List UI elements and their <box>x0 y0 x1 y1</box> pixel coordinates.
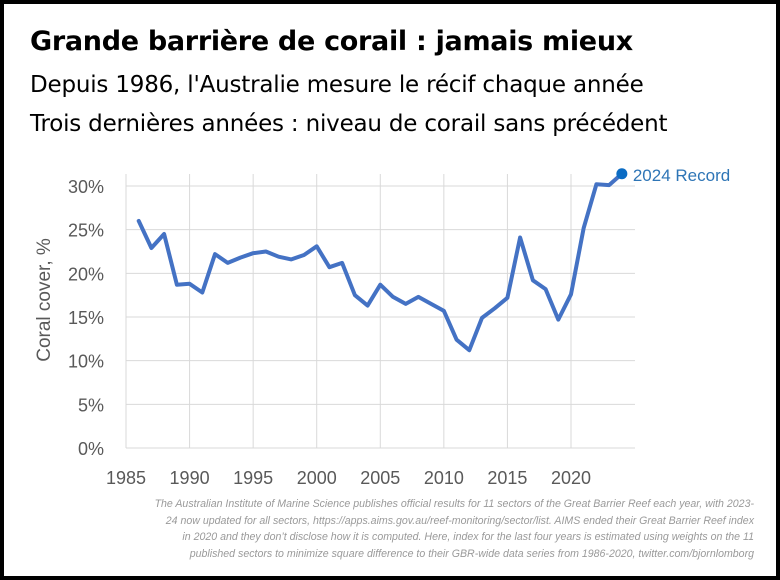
x-tick-label: 1995 <box>233 468 273 488</box>
footnote: The Australian Institute of Marine Scien… <box>24 496 754 562</box>
page-title: Grande barrière de corail : jamais mieux <box>30 26 633 57</box>
footnote-line: published sectors to minimize square dif… <box>189 547 754 560</box>
y-tick-label: 20% <box>68 264 104 284</box>
y-tick-label: 0% <box>78 439 104 459</box>
y-axis-label: Coral cover, % <box>34 238 55 362</box>
x-tick-label: 2005 <box>360 468 400 488</box>
image-frame <box>4 4 776 576</box>
footnote-line: The Australian Institute of Marine Scien… <box>154 498 754 510</box>
y-tick-label: 25% <box>68 221 104 241</box>
y-tick-label: 5% <box>78 395 104 415</box>
record-marker <box>616 168 628 180</box>
subtitle-2: Trois dernières années : niveau de corai… <box>30 111 668 137</box>
x-tick-label: 2010 <box>424 468 464 488</box>
x-tick-label: 1985 <box>106 468 146 488</box>
x-tick-label: 2000 <box>297 468 337 488</box>
footnote-line: in 2020 and they don’t disclose how it i… <box>182 531 754 544</box>
y-tick-label: 10% <box>68 352 104 372</box>
x-tick-label: 1990 <box>170 468 210 488</box>
x-tick-label: 2020 <box>551 468 591 488</box>
coral-cover-line <box>136 171 624 353</box>
y-tick-label: 30% <box>68 177 104 197</box>
y-tick-label: 15% <box>68 308 104 328</box>
record-annotation: 2024 Record <box>633 166 730 185</box>
x-tick-label: 2015 <box>487 468 527 488</box>
subtitle-1: Depuis 1986, l'Australie mesure le récif… <box>30 72 644 98</box>
footnote-line: 24 now updated for all sectors, https://… <box>165 514 754 527</box>
